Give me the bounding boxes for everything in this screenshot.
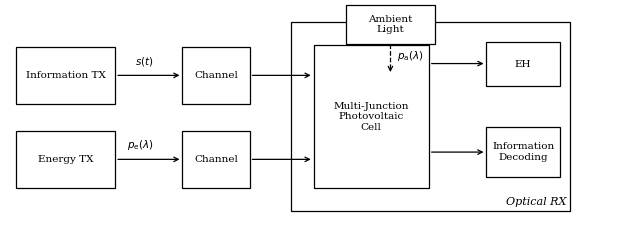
Text: Multi-Junction
Photovoltaic
Cell: Multi-Junction Photovoltaic Cell [333,102,409,132]
Text: Ambient
Light: Ambient Light [368,15,413,34]
Text: $s(t)$: $s(t)$ [134,55,154,68]
Text: EH: EH [515,60,531,69]
Text: Energy TX: Energy TX [38,155,93,164]
Text: Information
Decoding: Information Decoding [492,142,554,162]
Bar [486,127,560,177]
Text: $p_{\rm e}(\lambda)$: $p_{\rm e}(\lambda)$ [127,138,154,152]
Bar [182,131,250,188]
Text: Channel: Channel [194,155,238,164]
Bar [291,22,570,211]
Text: Information TX: Information TX [26,71,106,80]
Bar [314,45,429,188]
Text: $p_{\rm a}(\lambda)$: $p_{\rm a}(\lambda)$ [397,49,424,63]
Bar [346,5,435,44]
Bar [16,47,115,104]
Text: Optical RX: Optical RX [506,197,566,207]
Bar [486,42,560,86]
Bar [182,47,250,104]
Text: Channel: Channel [194,71,238,80]
Bar [16,131,115,188]
